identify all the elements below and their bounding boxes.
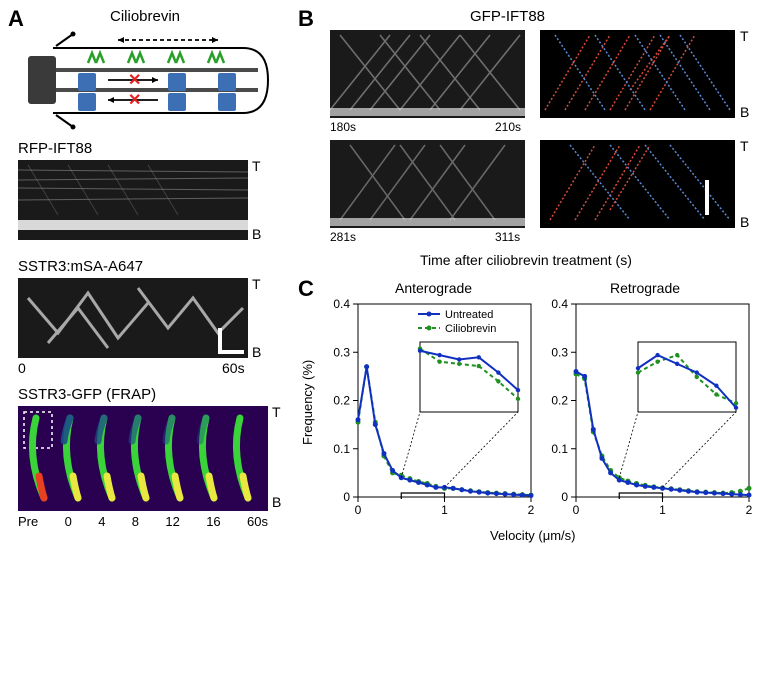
xlabel: Velocity (μm/s) [490,528,576,543]
svg-text:1: 1 [441,503,448,517]
svg-text:✕: ✕ [128,72,141,89]
chart-retrograde: 0 1 2 0 0.1 0.2 0.3 0.4 [540,298,755,523]
rfp-title: RFP-IFT88 [18,140,92,157]
svg-text:0.2: 0.2 [551,394,568,408]
b-t1: T [740,28,749,44]
ciliobrevin-title: Ciliobrevin [110,8,180,25]
frap-t: T [272,404,281,420]
b-x1e: 210s [495,120,521,134]
panel-b-label: B [298,6,314,32]
b-t2: T [740,138,749,154]
svg-text:2: 2 [528,503,535,517]
rfp-kymograph [18,160,248,240]
ylabel: Frequency (%) [300,360,315,445]
sstr3-kymograph [18,278,248,358]
ciliobrevin-diagram: ✕ ✕ [18,28,278,133]
svg-text:1: 1 [659,503,666,517]
svg-text:0.3: 0.3 [551,345,568,359]
gfp-kymo1 [330,30,525,118]
svg-text:Ciliobrevin: Ciliobrevin [445,323,496,335]
svg-text:0.2: 0.2 [333,394,350,408]
rfp-t: T [252,158,261,174]
retro-title: Retrograde [610,280,680,296]
sstr3-t: T [252,276,261,292]
svg-text:Untreated: Untreated [445,309,493,321]
svg-text:0.4: 0.4 [551,298,568,311]
svg-text:0.3: 0.3 [333,345,350,359]
sstr3-kymo-title: SSTR3:mSA-A647 [18,258,143,275]
panelb-xlabel: Time after ciliobrevin treatment (s) [420,252,632,268]
panelb-title: GFP-IFT88 [470,8,545,25]
gfp-kymo2 [330,140,525,228]
gfp-trace2 [540,140,735,228]
svg-text:0.1: 0.1 [551,442,568,456]
frap-b: B [272,494,281,510]
b-b2: B [740,214,749,230]
antero-title: Anterograde [395,280,472,296]
svg-text:✕: ✕ [128,92,141,109]
panel-c-label: C [298,276,314,302]
rfp-b: B [252,226,261,242]
svg-text:0: 0 [355,503,362,517]
sstr3-x0: 0 [18,360,26,376]
svg-text:0.1: 0.1 [333,442,350,456]
b-x2e: 311s [495,230,520,244]
chart-anterograde: 0 1 2 0 0.1 0.2 0.3 0.4 Untreated Ciliobrevin [322,298,537,523]
svg-text:0: 0 [573,503,580,517]
b-x2s: 281s [330,230,356,244]
svg-text:0: 0 [561,490,568,504]
sstr3-b: B [252,344,261,360]
sstr3-xend: 60s [222,360,245,376]
svg-text:0.4: 0.4 [333,298,350,311]
b-b1: B [740,104,749,120]
svg-text:0: 0 [343,490,350,504]
frap-panel [18,406,268,511]
frap-timepoints: Pre048121660s [18,514,268,529]
svg-text:2: 2 [746,503,753,517]
frap-title: SSTR3-GFP (FRAP) [18,386,156,403]
b-x1s: 180s [330,120,356,134]
gfp-trace1 [540,30,735,118]
